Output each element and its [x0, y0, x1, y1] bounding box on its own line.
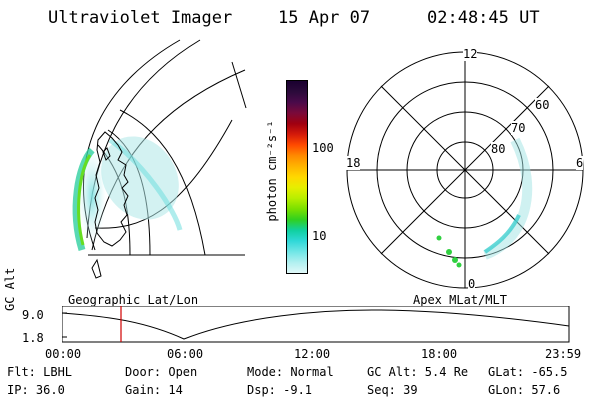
gain-info: Gain: 14 — [125, 383, 183, 397]
gc-alt-info: GC Alt: 5.4 Re — [367, 365, 469, 379]
glon-info: GLon: 57.6 — [488, 383, 561, 397]
altitude-ytick-9: 9.0 — [22, 308, 44, 322]
ip-info: IP: 36.0 — [7, 383, 65, 397]
lat-label-70: 70 — [511, 121, 526, 135]
colorbar-gradient — [287, 81, 307, 273]
lat-label-60: 60 — [535, 98, 550, 112]
mlt-label-6: 6 — [576, 156, 584, 170]
right-panel-caption: Apex MLat/MLT — [413, 293, 507, 307]
left-panel-caption: Geographic Lat/Lon — [68, 293, 199, 307]
altitude-xtick-1800: 18:00 — [421, 347, 458, 361]
seq-info: Seq: 39 — [367, 383, 418, 397]
glat-info: GLat: -65.5 — [488, 365, 568, 379]
door-info: Door: Open — [125, 365, 198, 379]
intensity-colorbar — [286, 80, 308, 274]
lat-label-80: 80 — [491, 142, 506, 156]
dsp-info: Dsp: -9.1 — [247, 383, 313, 397]
geographic-grid — [83, 39, 247, 256]
observation-date: 15 Apr 07 — [278, 8, 371, 28]
mlt-label-0: 0 — [468, 277, 476, 291]
altitude-curve — [62, 309, 570, 340]
mode-info: Mode: Normal — [247, 365, 334, 379]
coastline-outline — [91, 131, 129, 279]
observation-time: 02:48:45 UT — [427, 8, 540, 28]
colorbar-tick-10: 10 — [312, 229, 327, 243]
altitude-ylabel: GC Alt — [3, 267, 17, 311]
colorbar-unit-label: photon cm⁻²s⁻¹ — [265, 120, 279, 222]
mlt-label-18: 18 — [346, 156, 361, 170]
altitude-xtick-1200: 12:00 — [294, 347, 331, 361]
altitude-ytick-1-8: 1.8 — [22, 331, 44, 345]
instrument-title: Ultraviolet Imager — [48, 8, 233, 28]
altitude-plot — [62, 306, 570, 343]
aurora-glow-polar — [436, 137, 533, 268]
altitude-xtick-2359: 23:59 — [545, 347, 582, 361]
filter-info: Flt: LBHL — [7, 365, 73, 379]
altitude-xtick-0600: 06:00 — [167, 347, 204, 361]
mlt-label-12: 12 — [463, 47, 478, 61]
altitude-xtick-0000: 00:00 — [45, 347, 82, 361]
aurora-glow-left — [72, 136, 183, 252]
polar-plot — [346, 51, 584, 289]
colorbar-tick-100: 100 — [312, 141, 334, 155]
